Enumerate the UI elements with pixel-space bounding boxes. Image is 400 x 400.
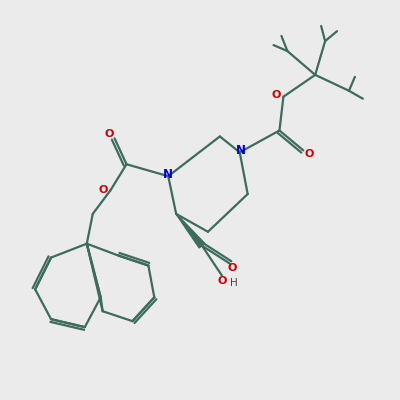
Text: N: N [236, 144, 246, 157]
Text: N: N [162, 168, 172, 181]
Text: O: O [217, 276, 226, 286]
Text: H: H [230, 278, 238, 288]
Polygon shape [176, 214, 205, 248]
Text: O: O [227, 263, 236, 273]
Text: O: O [304, 149, 314, 159]
Text: O: O [272, 90, 281, 100]
Text: O: O [104, 130, 114, 140]
Text: O: O [99, 185, 108, 195]
